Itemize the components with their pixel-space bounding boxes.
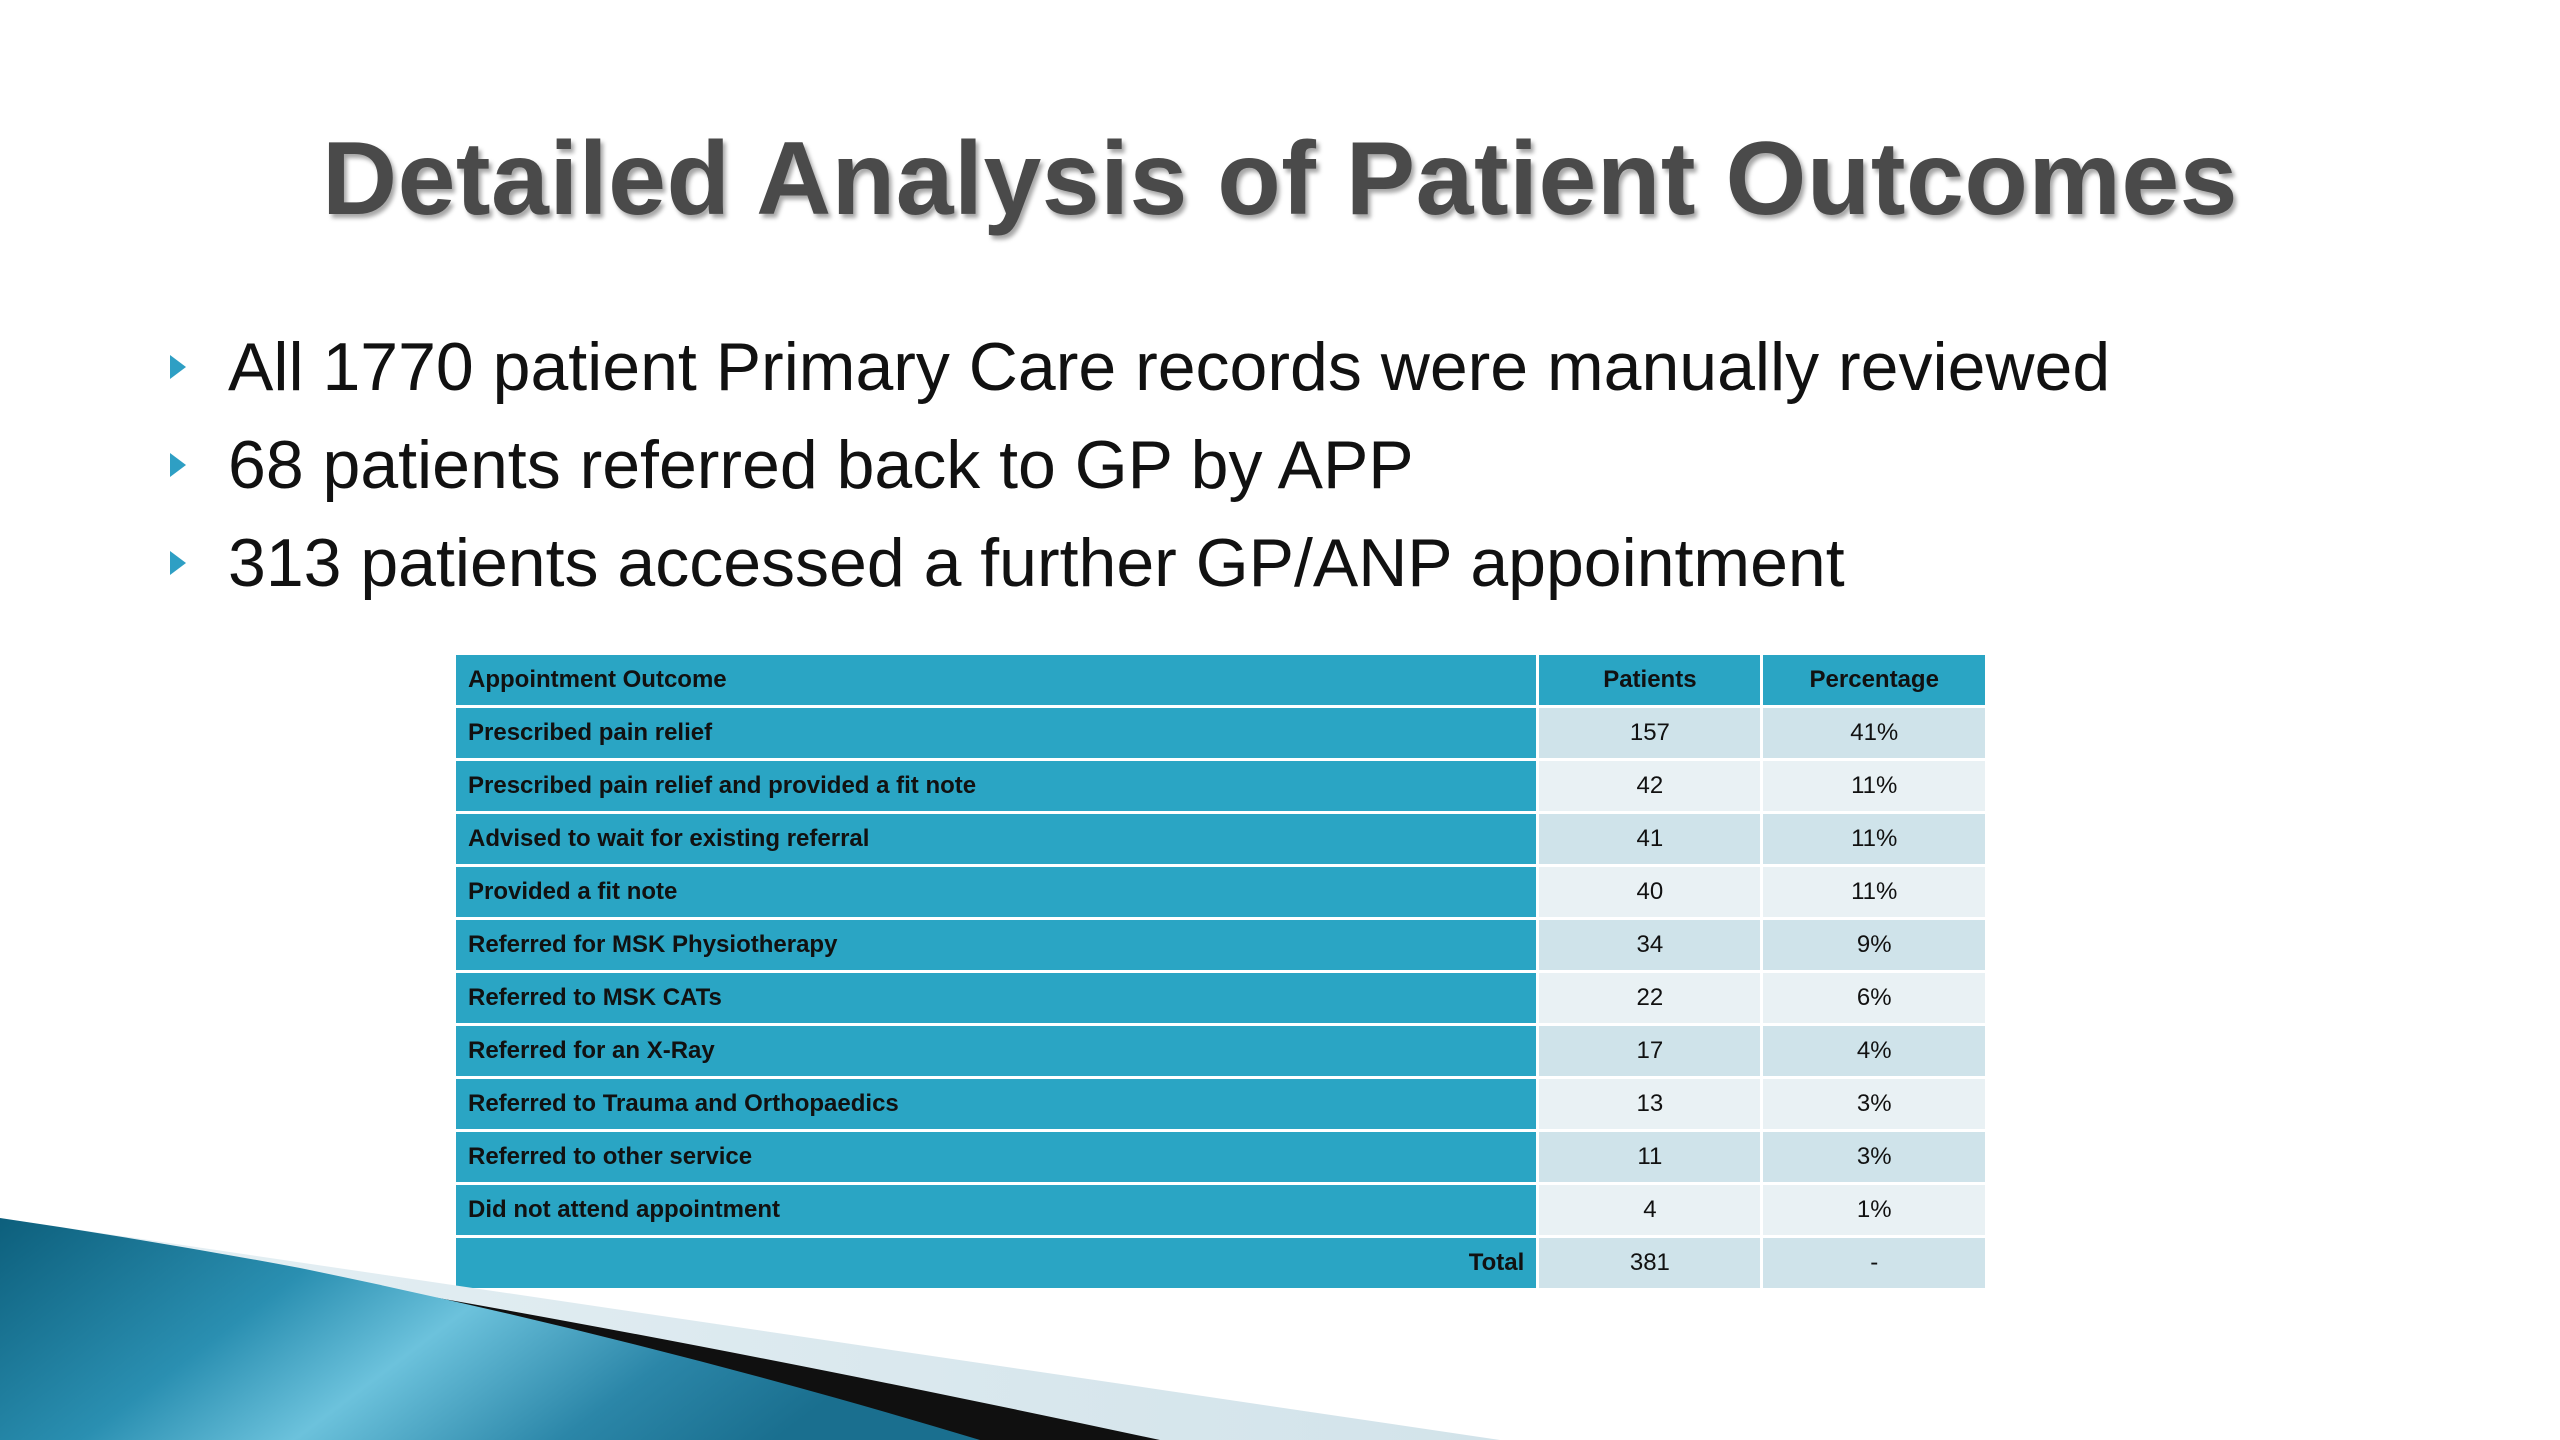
table-row: Referred for an X-Ray 17 4% [456,1026,1985,1076]
bullet-item: 313 patients accessed a further GP/ANP a… [170,514,2110,612]
row-percentage: 11% [1763,814,1985,864]
row-outcome: Advised to wait for existing referral [456,814,1537,864]
table-row: Referred to Trauma and Orthopaedics 13 3… [456,1079,1985,1129]
row-percentage: 11% [1763,867,1985,917]
row-patients: 11 [1539,1132,1761,1182]
row-patients: 157 [1539,708,1761,758]
row-patients: 42 [1539,761,1761,811]
total-label: Total [456,1238,1537,1288]
header-percentage: Percentage [1763,655,1985,705]
row-patients: 22 [1539,973,1761,1023]
row-patients: 17 [1539,1026,1761,1076]
row-outcome: Referred to Trauma and Orthopaedics [456,1079,1537,1129]
table-row: Referred for MSK Physiotherapy 34 9% [456,920,1985,970]
bullet-text: 313 patients accessed a further GP/ANP a… [228,525,1845,601]
total-patients: 381 [1539,1238,1761,1288]
row-outcome: Referred to MSK CATs [456,973,1537,1023]
row-percentage: 3% [1763,1132,1985,1182]
table-row: Referred to MSK CATs 22 6% [456,973,1985,1023]
table-total-row: Total 381 - [456,1238,1985,1288]
bullet-text: All 1770 patient Primary Care records we… [228,329,2111,405]
table-row: Referred to other service 11 3% [456,1132,1985,1182]
table-row: Advised to wait for existing referral 41… [456,814,1985,864]
table-row: Provided a fit note 40 11% [456,867,1985,917]
row-patients: 34 [1539,920,1761,970]
row-outcome: Referred to other service [456,1132,1537,1182]
row-percentage: 1% [1763,1185,1985,1235]
row-outcome: Referred for an X-Ray [456,1026,1537,1076]
triangle-bullet-icon [170,355,186,379]
table-row: Prescribed pain relief and provided a fi… [456,761,1985,811]
bullet-item: All 1770 patient Primary Care records we… [170,318,2110,416]
row-patients: 4 [1539,1185,1761,1235]
row-outcome: Did not attend appointment [456,1185,1537,1235]
row-outcome: Provided a fit note [456,867,1537,917]
outcomes-table: Appointment Outcome Patients Percentage … [453,652,1988,1291]
row-outcome: Referred for MSK Physiotherapy [456,920,1537,970]
triangle-bullet-icon [170,453,186,477]
row-percentage: 41% [1763,708,1985,758]
row-percentage: 9% [1763,920,1985,970]
table-row: Did not attend appointment 4 1% [456,1185,1985,1235]
header-patients: Patients [1539,655,1761,705]
row-outcome: Prescribed pain relief and provided a fi… [456,761,1537,811]
row-patients: 13 [1539,1079,1761,1129]
header-outcome: Appointment Outcome [456,655,1537,705]
row-percentage: 4% [1763,1026,1985,1076]
row-outcome: Prescribed pain relief [456,708,1537,758]
bullet-text: 68 patients referred back to GP by APP [228,427,1414,503]
bullet-list: All 1770 patient Primary Care records we… [170,318,2110,612]
table-header-row: Appointment Outcome Patients Percentage [456,655,1985,705]
triangle-bullet-icon [170,551,186,575]
slide-title: Detailed Analysis of Patient Outcomes [321,121,2239,237]
row-percentage: 11% [1763,761,1985,811]
row-patients: 40 [1539,867,1761,917]
total-percentage: - [1763,1238,1985,1288]
row-percentage: 6% [1763,973,1985,1023]
row-percentage: 3% [1763,1079,1985,1129]
table-row: Prescribed pain relief 157 41% [456,708,1985,758]
bullet-item: 68 patients referred back to GP by APP [170,416,2110,514]
row-patients: 41 [1539,814,1761,864]
